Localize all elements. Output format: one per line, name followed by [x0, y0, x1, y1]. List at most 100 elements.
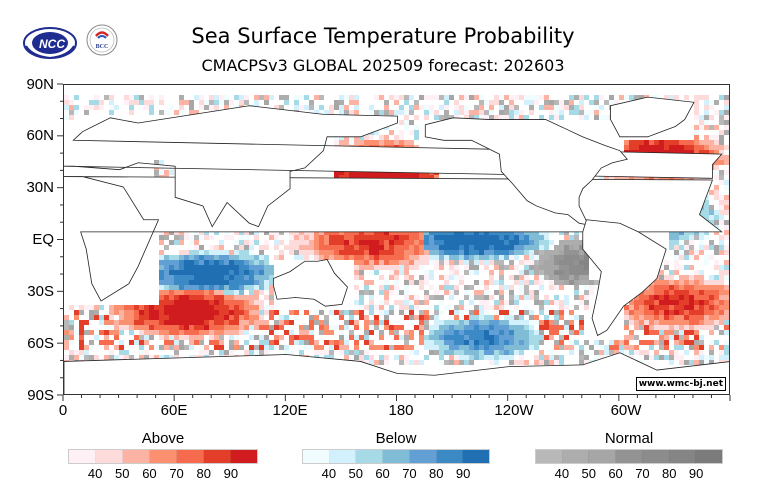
probability-cell — [489, 230, 494, 235]
probability-cell — [709, 360, 714, 365]
probability-cell — [174, 235, 179, 240]
y-label-60n: 60N — [26, 127, 54, 144]
probability-cell — [384, 105, 389, 110]
probability-cell — [319, 310, 324, 315]
probability-cell — [549, 270, 554, 275]
probability-cell — [314, 310, 319, 315]
probability-cell — [689, 330, 694, 335]
probability-cell — [124, 325, 129, 330]
probability-cell — [379, 300, 384, 305]
probability-cell — [459, 305, 464, 310]
probability-cell — [729, 250, 730, 255]
probability-cell — [674, 245, 679, 250]
probability-cell — [104, 340, 109, 345]
probability-cell — [709, 140, 714, 145]
probability-cell — [464, 265, 469, 270]
probability-cell — [194, 230, 199, 235]
probability-cell — [449, 115, 454, 120]
probability-cell — [664, 315, 669, 320]
probability-cell — [574, 305, 579, 310]
probability-cell — [129, 320, 134, 325]
probability-cell — [224, 105, 229, 110]
probability-cell — [654, 350, 659, 355]
probability-cell — [464, 250, 469, 255]
probability-cell — [334, 135, 339, 140]
probability-cell — [199, 260, 204, 265]
probability-cell — [184, 255, 189, 260]
probability-cell — [319, 230, 324, 235]
probability-cell — [334, 230, 339, 235]
probability-cell — [564, 245, 569, 250]
probability-cell — [669, 315, 674, 320]
probability-cell — [729, 300, 730, 305]
probability-cell — [589, 345, 594, 350]
probability-cell — [689, 265, 694, 270]
probability-cell — [234, 345, 239, 350]
probability-cell — [474, 280, 479, 285]
probability-cell — [714, 290, 719, 295]
probability-cell — [409, 295, 414, 300]
probability-cell — [544, 250, 549, 255]
probability-cell — [699, 270, 704, 275]
probability-cell — [694, 325, 699, 330]
probability-cell — [229, 320, 234, 325]
probability-cell — [234, 310, 239, 315]
probability-cell — [339, 110, 344, 115]
probability-cell — [119, 310, 124, 315]
probability-cell — [649, 320, 654, 325]
probability-cell — [639, 305, 644, 310]
probability-cell — [274, 330, 279, 335]
probability-cell — [549, 100, 554, 105]
probability-cell — [589, 110, 594, 115]
probability-cell — [664, 310, 669, 315]
probability-cell — [124, 95, 129, 100]
continent-outline — [582, 219, 667, 337]
probability-cell — [209, 265, 214, 270]
probability-cell — [214, 265, 219, 270]
probability-cell — [259, 95, 264, 100]
probability-cell — [529, 265, 534, 270]
probability-cell — [494, 315, 499, 320]
probability-cell — [539, 245, 544, 250]
probability-cell — [189, 325, 194, 330]
probability-cell — [439, 105, 444, 110]
probability-cell — [724, 225, 729, 230]
probability-cell — [699, 345, 704, 350]
probability-cell — [369, 265, 374, 270]
probability-cell — [434, 315, 439, 320]
probability-cell — [709, 215, 714, 220]
probability-cell — [134, 310, 139, 315]
probability-cell — [519, 280, 524, 285]
probability-cell — [239, 265, 244, 270]
probability-cell — [584, 300, 589, 305]
probability-cell — [269, 290, 274, 295]
probability-cell — [434, 265, 439, 270]
probability-cell — [364, 285, 369, 290]
probability-cell — [349, 170, 354, 175]
probability-cell — [404, 175, 409, 180]
probability-cell — [194, 95, 199, 100]
probability-cell — [704, 150, 709, 155]
probability-cell — [334, 170, 339, 175]
probability-cell — [524, 265, 529, 270]
probability-cell — [669, 240, 674, 245]
probability-cell — [499, 110, 504, 115]
probability-cell — [519, 315, 524, 320]
probability-cell — [649, 290, 654, 295]
probability-cell — [344, 255, 349, 260]
probability-cell — [514, 280, 519, 285]
probability-cell — [339, 350, 344, 355]
probability-cell — [484, 305, 489, 310]
probability-cell — [454, 265, 459, 270]
probability-cell — [604, 115, 609, 120]
probability-cell — [544, 240, 549, 245]
probability-cell — [549, 115, 554, 120]
probability-cell — [304, 245, 309, 250]
probability-cell — [164, 305, 169, 310]
probability-cell — [144, 330, 149, 335]
probability-cell — [524, 235, 529, 240]
probability-cell — [339, 335, 344, 340]
probability-cell — [424, 355, 429, 360]
probability-cell — [484, 260, 489, 265]
probability-cell — [559, 250, 564, 255]
